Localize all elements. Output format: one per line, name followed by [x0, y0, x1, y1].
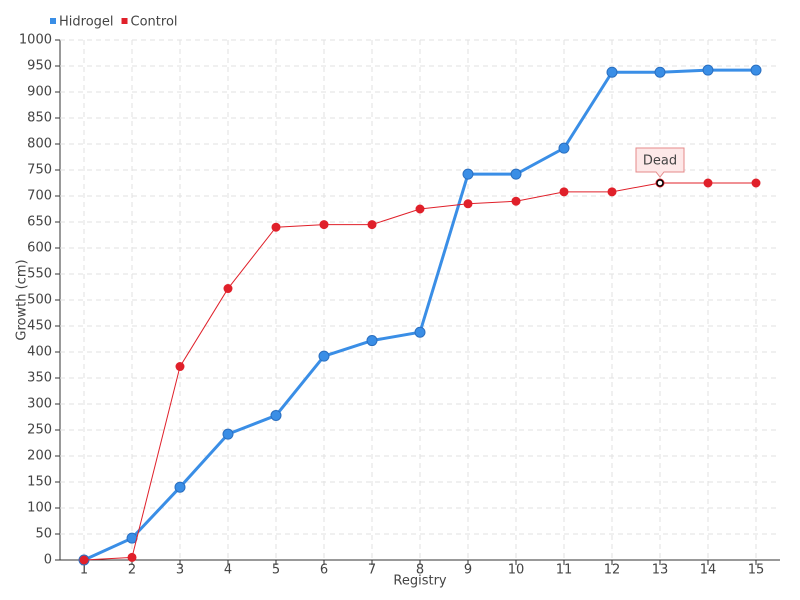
- y-tick-label: 300: [27, 397, 52, 412]
- data-point: [703, 178, 713, 188]
- y-tick-label: 900: [27, 85, 52, 100]
- data-point: [415, 204, 425, 214]
- y-tick-label: 100: [27, 501, 52, 516]
- data-point: [271, 222, 281, 232]
- x-tick-label: 14: [700, 563, 717, 578]
- data-point: [270, 409, 282, 421]
- data-point: [79, 555, 89, 565]
- annotation-box: [635, 147, 685, 178]
- y-tick-label: 500: [27, 293, 52, 308]
- legend-swatch: [50, 18, 56, 24]
- annotation-text: Dead: [643, 154, 677, 169]
- x-tick-label: 5: [272, 563, 280, 578]
- x-tick-label: 7: [368, 563, 376, 578]
- legend-label: Hidrogel: [59, 15, 114, 30]
- data-point: [559, 187, 569, 197]
- x-tick-label: 13: [652, 563, 669, 578]
- x-tick-label: 8: [416, 563, 424, 578]
- data-point: [223, 284, 233, 294]
- x-tick-label: 6: [320, 563, 328, 578]
- y-tick-label: 150: [27, 475, 52, 490]
- data-point: [367, 220, 377, 230]
- data-point: [558, 142, 570, 154]
- data-point: [702, 64, 714, 76]
- data-point: [463, 199, 473, 209]
- y-tick-label: 550: [27, 267, 52, 282]
- x-tick-label: 15: [748, 563, 765, 578]
- y-tick-label: 600: [27, 241, 52, 256]
- y-tick-label: 0: [44, 553, 52, 568]
- y-tick-label: 850: [27, 111, 52, 126]
- data-point: [319, 220, 329, 230]
- data-point: [318, 350, 330, 362]
- data-point: [414, 326, 426, 338]
- data-point: [366, 335, 378, 347]
- x-tick-label: 1: [80, 563, 88, 578]
- y-tick-label: 200: [27, 449, 52, 464]
- y-axis-label: Growth (cm): [15, 259, 30, 340]
- data-point: [606, 66, 618, 78]
- data-point: [654, 66, 666, 78]
- x-tick-label: 4: [224, 563, 232, 578]
- annotation-marker: [656, 179, 664, 187]
- y-tick-label: 350: [27, 371, 52, 386]
- x-axis-label: Registry: [393, 574, 447, 589]
- y-tick-label: 450: [27, 319, 52, 334]
- data-point: [127, 552, 137, 562]
- x-tick-label: 11: [556, 563, 573, 578]
- y-tick-label: 750: [27, 163, 52, 178]
- grid: [60, 39, 780, 560]
- data-point: [750, 64, 762, 76]
- x-tick-label: 3: [176, 563, 184, 578]
- y-tick-label: 950: [27, 59, 52, 74]
- x-tick-label: 12: [604, 563, 621, 578]
- y-tick-label: 700: [27, 189, 52, 204]
- y-tick-label: 50: [35, 527, 52, 542]
- y-tick-label: 1000: [19, 33, 52, 48]
- data-point: [510, 168, 522, 180]
- y-tick-label: 650: [27, 215, 52, 230]
- legend-swatch: [121, 18, 128, 24]
- y-tick-label: 250: [27, 423, 52, 438]
- y-tick-label: 800: [27, 137, 52, 152]
- data-point: [174, 481, 186, 493]
- data-point: [175, 362, 185, 372]
- x-tick-label: 9: [464, 563, 472, 578]
- x-tick-label: 2: [128, 563, 136, 578]
- legend-label: Control: [131, 15, 178, 30]
- data-point: [751, 178, 761, 188]
- data-point: [607, 187, 617, 197]
- data-point: [511, 196, 521, 206]
- data-point: [462, 168, 474, 180]
- x-tick-label: 10: [508, 563, 525, 578]
- data-point: [222, 428, 234, 440]
- y-tick-label: 400: [27, 345, 52, 360]
